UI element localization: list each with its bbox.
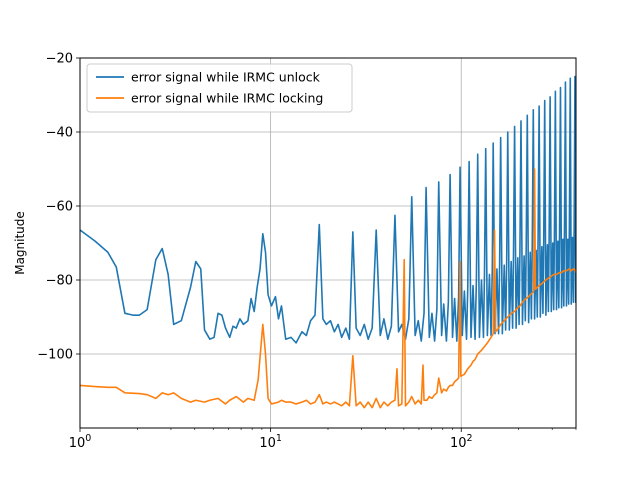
series-line-2	[80, 168, 576, 409]
y-axis-title: Magnitude	[13, 211, 27, 275]
y-tick-label: −20	[46, 52, 73, 67]
x-tick-label: 100	[69, 433, 92, 451]
axis-ticks: 100 101 102 −100 −80 −60 −40 −20	[37, 52, 577, 451]
legend-box	[86, 63, 353, 113]
legend: error signal while IRMC unlock error sign…	[86, 63, 353, 113]
series-line-1	[80, 75, 576, 344]
x-tick-label: 102	[450, 433, 473, 451]
grid	[79, 57, 576, 428]
y-tick-label: −80	[46, 274, 73, 289]
series-group	[80, 75, 576, 409]
y-tick-label: −60	[46, 200, 73, 215]
legend-label-1: error signal while IRMC unlock	[131, 70, 321, 85]
y-tick-label: −100	[37, 348, 73, 363]
x-tick-label: 101	[259, 433, 282, 451]
y-tick-label: −40	[46, 126, 73, 141]
legend-label-2: error signal while IRMC locking	[131, 91, 323, 106]
